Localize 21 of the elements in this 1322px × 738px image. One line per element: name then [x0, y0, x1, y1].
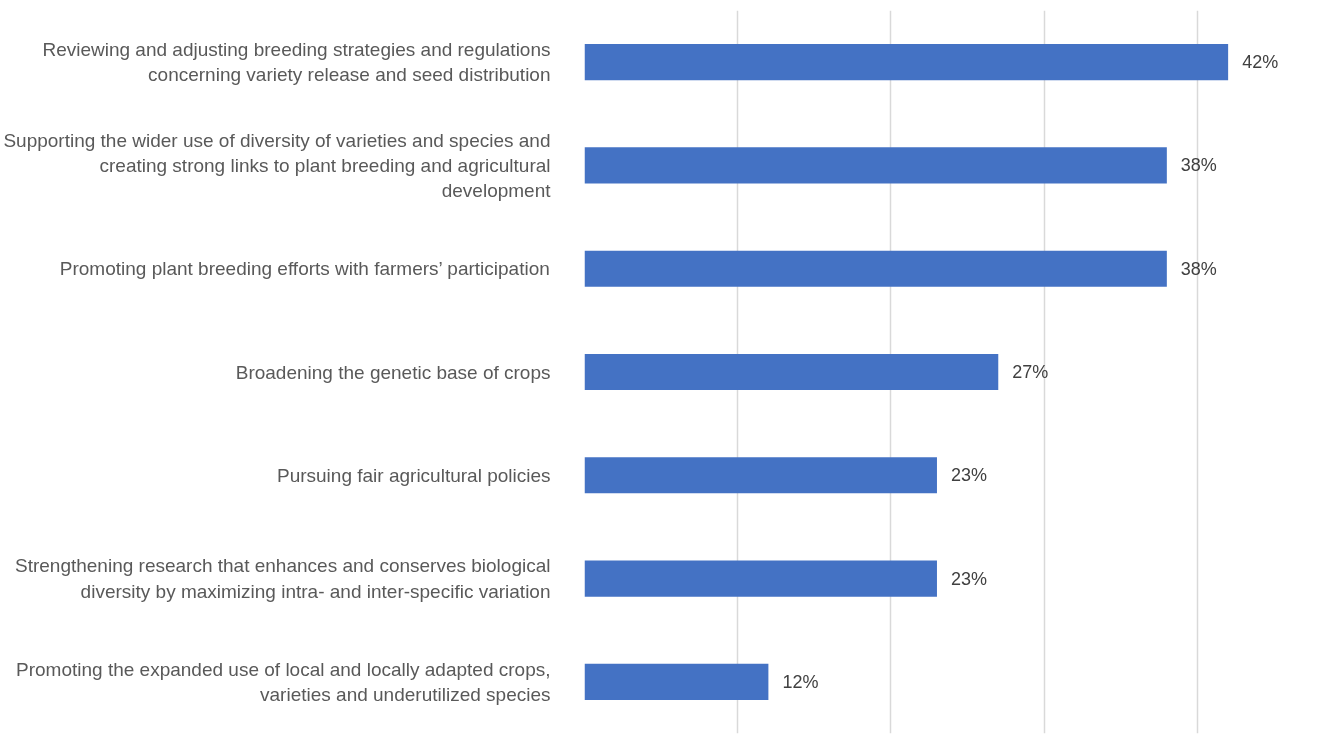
bar — [584, 560, 937, 597]
bar — [584, 147, 1167, 184]
y-tick-label: Strengthening research that enhances and conserves biological diversity by maximizing intra- and inter-specific variation — [14, 555, 551, 602]
y-tick-label: Promoting plant breeding efforts with farmers’ participation — [59, 258, 550, 280]
data-label: 12% — [782, 671, 819, 692]
y-tick-label: Pursuing fair agricultural policies — [276, 464, 551, 486]
data-label: 38% — [1180, 155, 1217, 176]
y-tick-label: Reviewing and adjusting breeding strategies and regulations concerning variety release and seed distribution — [42, 39, 551, 86]
y-tick-label: Supporting the wider use of diversity of varieties and species and creating strong links to plant breeding and agricultural development — [3, 129, 552, 202]
bar — [584, 663, 769, 700]
bar — [584, 353, 999, 391]
data-label: 42% — [1242, 52, 1279, 73]
data-label: 23% — [950, 568, 987, 589]
y-tick-label: Broadening the genetic base of crops — [235, 361, 551, 383]
bar — [584, 457, 937, 494]
bar — [584, 250, 1167, 287]
y-tick-label: Promoting the expanded use of local and locally adapted crops, varieties and underutilized species — [16, 658, 551, 705]
data-label: 38% — [1180, 258, 1217, 279]
data-label: 27% — [1012, 362, 1049, 382]
bar — [584, 44, 1229, 81]
data-label: 23% — [950, 465, 987, 486]
